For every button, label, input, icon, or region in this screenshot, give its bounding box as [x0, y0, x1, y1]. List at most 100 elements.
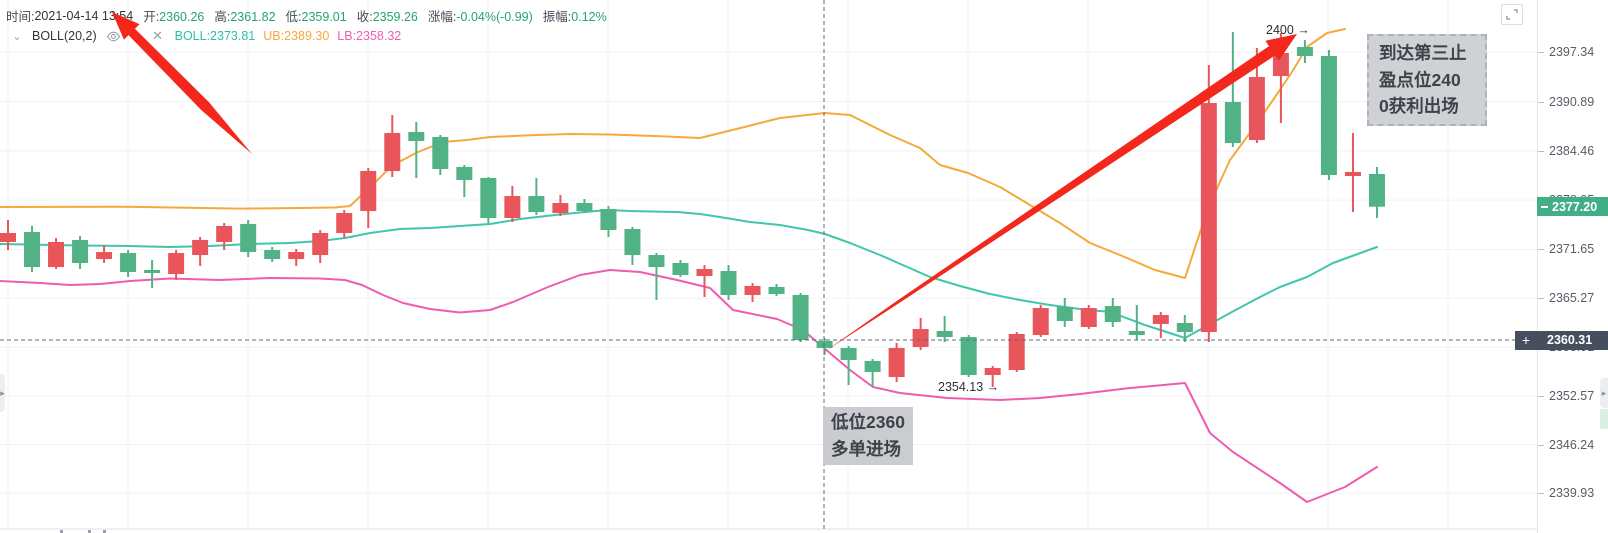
candle [696, 265, 713, 297]
clipped-axis-label-mark [103, 530, 106, 533]
candle [216, 222, 233, 251]
price-tag-2354: 2354.13 → [938, 380, 1000, 394]
candle [288, 249, 305, 267]
axis-tick [1538, 101, 1544, 103]
candle [1344, 132, 1361, 213]
ohlc-field-label: 振幅: [542, 10, 572, 24]
ohlc-field-value: 2359.26 [372, 10, 418, 24]
candle [864, 358, 881, 388]
candle [48, 237, 65, 270]
indicator-value: UB:2389.30 [263, 29, 330, 43]
candle [576, 199, 593, 214]
indicator-row: ⌄ BOLL(20,2) ✕ BOLL:2373.81 UB:2389.30 LB:… [6, 28, 409, 44]
axis-tick [1538, 395, 1544, 397]
collapsed-panel-sliver [1600, 409, 1608, 429]
candle [360, 167, 377, 228]
last-price-badge: 2377.20 [1537, 197, 1608, 217]
axis-tick [1538, 444, 1544, 446]
clipped-axis-label-mark [60, 530, 63, 533]
entry-note-line: 低位2360 [831, 412, 905, 432]
ohlc-fields: 开:2360.26 高:2361.82 低:2359.01 收:2359.26 涨幅:-… [143, 6, 617, 25]
entry-note-line: 多单进场 [831, 438, 901, 459]
candle [312, 229, 329, 264]
candle [408, 121, 425, 178]
candle [0, 220, 16, 251]
indicator-value: LB:2358.32 [337, 29, 402, 43]
ohlc-field-value: 2360.26 [159, 10, 205, 24]
axis-tick [1538, 52, 1544, 53]
candle [168, 250, 185, 280]
candle [528, 177, 545, 216]
ohlc-field-label: 低: [285, 10, 302, 24]
candle [600, 206, 617, 237]
candle [456, 165, 473, 198]
candle [624, 226, 641, 266]
exit-annotation-note[interactable]: 到达第三止盈点位240 0获利出场 [1367, 34, 1487, 126]
candle [984, 366, 1001, 388]
candle [384, 114, 401, 177]
candle [648, 253, 665, 300]
candle [768, 283, 785, 296]
crosshair-price-value: 2360.31 [1547, 333, 1593, 347]
right-panel-handle[interactable]: ▸ [1600, 378, 1608, 408]
axis-label: 2365.27 [1549, 291, 1595, 306]
axis-label: 2339.93 [1549, 486, 1595, 500]
indicator-values: BOLL:2373.81 UB:2389.30 LB:2358.32 [175, 29, 410, 43]
candle [144, 260, 161, 288]
ohlc-header-row: 时间: 2021-04-14 13:54 开:2360.26 高:2361.82 低:… [6, 6, 617, 25]
ohlc-field-label: 收: [356, 10, 373, 24]
candle [552, 195, 569, 217]
candle [24, 225, 41, 273]
axis-tick [1538, 150, 1544, 152]
exit-note-line: 盈点位240 [1379, 69, 1461, 90]
exit-note-line: 到达第三止 [1379, 43, 1467, 63]
price-tag-2400: 2400 → [1266, 23, 1310, 37]
clipped-axis-label-mark [88, 530, 91, 533]
ohlc-field-value: 2361.82 [230, 10, 276, 24]
candle [1320, 50, 1337, 180]
axis-tick-dash [1541, 205, 1548, 208]
candle [504, 185, 521, 223]
price-axis[interactable]: 2397.342390.892384.462378.052371.652365.… [1537, 0, 1608, 533]
boll-band-lb [0, 269, 1378, 503]
axis-label: 2352.57 [1549, 388, 1595, 403]
indicator-value: BOLL:2373.81 [174, 29, 256, 43]
axis-label: 2397.34 [1549, 45, 1595, 59]
ohlc-field-value: -0.04%(-0.99) [456, 10, 533, 24]
candle [240, 220, 257, 258]
candle [72, 235, 89, 270]
candle [744, 282, 761, 302]
candle [192, 236, 209, 267]
chevron-down-icon[interactable]: ⌄ [12, 30, 22, 43]
axis-tick [1538, 493, 1544, 494]
last-price-value: 2377.20 [1552, 199, 1598, 214]
candle [96, 244, 113, 264]
ohlc-field-label: 涨幅: [427, 10, 457, 24]
settings-icon[interactable] [128, 28, 144, 44]
candle [792, 292, 809, 342]
time-label: 时间: [6, 10, 35, 24]
candle [672, 260, 689, 278]
entry-annotation-note[interactable]: 低位2360 多单进场 [823, 407, 913, 466]
candle [720, 265, 737, 300]
time-value: 2021-04-14 13:54 [34, 8, 134, 23]
crosshair-plus-button[interactable]: + [1515, 330, 1537, 350]
exit-note-line: 0获利出场 [1379, 96, 1459, 117]
candle [1296, 40, 1313, 63]
eye-icon[interactable] [106, 28, 122, 44]
ohlc-field-value: 2359.01 [301, 10, 347, 24]
axis-tick [1538, 249, 1544, 251]
candle [1368, 166, 1385, 219]
axis-label: 2390.89 [1549, 94, 1595, 109]
fullscreen-icon[interactable] [1501, 4, 1523, 25]
close-icon[interactable]: ✕ [152, 28, 164, 43]
ohlc-field-label: 开: [143, 10, 160, 24]
crosshair-price-badge: 2360.31 [1537, 330, 1608, 350]
left-panel-handle[interactable]: ▸ [0, 374, 5, 412]
candle [120, 250, 137, 278]
axis-label: 2371.65 [1549, 242, 1595, 257]
ohlc-field-value: 0.12% [571, 10, 607, 24]
candle [336, 210, 353, 238]
candle [480, 176, 497, 223]
